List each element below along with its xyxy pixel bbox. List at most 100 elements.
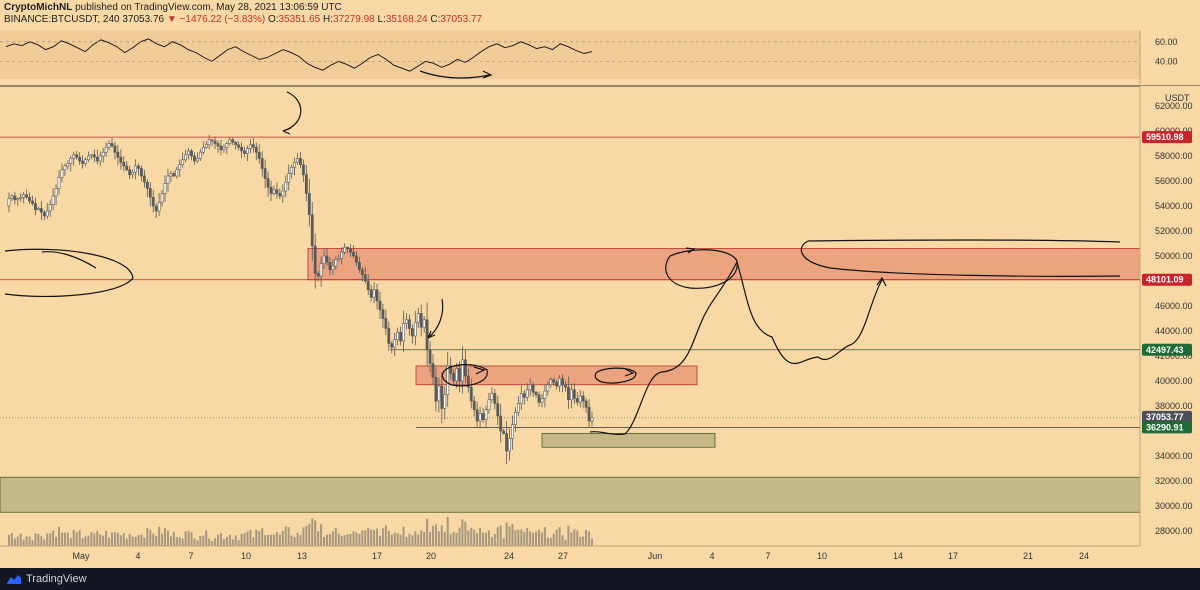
candle-body[interactable] [240, 146, 243, 152]
candle-body[interactable] [198, 151, 202, 159]
candle-body[interactable] [449, 365, 453, 374]
symbol-name[interactable]: BINANCE:BTCUSDT, 240 [4, 14, 120, 25]
candle-body[interactable] [399, 331, 402, 342]
candle-body[interactable] [181, 159, 185, 166]
candle-body[interactable] [116, 151, 120, 158]
candle-body[interactable] [349, 248, 352, 253]
candle-body[interactable] [254, 146, 258, 153]
candle-body[interactable] [511, 424, 514, 439]
candle-body[interactable] [319, 263, 323, 277]
candle-body[interactable] [257, 151, 261, 159]
candle-body[interactable] [249, 144, 252, 149]
candle-body[interactable] [36, 208, 40, 211]
candle-body[interactable] [234, 141, 238, 146]
candle-body[interactable] [425, 319, 429, 351]
candle-body[interactable] [402, 323, 405, 342]
candle-body[interactable] [564, 384, 567, 388]
candle-body[interactable] [508, 438, 511, 452]
candle-body[interactable] [28, 196, 31, 202]
candle-body[interactable] [210, 139, 214, 142]
candle-body[interactable] [7, 198, 11, 207]
candle-body[interactable] [505, 433, 509, 452]
candle-body[interactable] [431, 363, 435, 378]
candle-body[interactable] [534, 391, 538, 396]
candle-body[interactable] [89, 154, 93, 157]
candle-body[interactable] [561, 378, 564, 386]
candle-body[interactable] [384, 318, 388, 329]
candle-body[interactable] [310, 214, 314, 247]
candle-body[interactable] [458, 368, 461, 382]
candle-body[interactable] [475, 409, 479, 422]
candle-body[interactable] [272, 189, 276, 194]
candle-body[interactable] [519, 393, 523, 404]
candle-body[interactable] [366, 280, 370, 291]
candle-body[interactable] [13, 195, 17, 201]
candle-body[interactable] [452, 373, 455, 382]
candle-body[interactable] [151, 196, 155, 207]
candle-body[interactable] [469, 386, 473, 402]
candle-body[interactable] [558, 378, 562, 387]
candle-body[interactable] [163, 183, 167, 194]
resistance-zone[interactable] [307, 248, 1141, 281]
candle-body[interactable] [461, 359, 464, 382]
candle-body[interactable] [207, 139, 211, 146]
candle-body[interactable] [172, 173, 176, 177]
candle-body[interactable] [555, 381, 559, 387]
candle-body[interactable] [396, 331, 400, 341]
candle-body[interactable] [484, 409, 488, 421]
price-label-box[interactable] [1142, 343, 1192, 356]
candle-body[interactable] [328, 261, 332, 271]
candle-body[interactable] [98, 155, 102, 162]
candle-body[interactable] [472, 400, 476, 411]
candle-body[interactable] [51, 195, 55, 206]
candle-body[interactable] [225, 143, 229, 148]
candle-body[interactable] [443, 394, 447, 409]
candle-body[interactable] [416, 313, 420, 323]
candle-body[interactable] [169, 173, 173, 177]
candle-body[interactable] [160, 193, 164, 203]
candle-body[interactable] [343, 246, 347, 253]
candle-body[interactable] [122, 161, 126, 167]
candle-body[interactable] [193, 155, 196, 162]
candle-body[interactable] [104, 146, 108, 153]
candle-body[interactable] [219, 145, 223, 151]
candle-body[interactable] [549, 379, 553, 386]
candle-body[interactable] [175, 169, 179, 177]
candle-body[interactable] [284, 181, 288, 192]
candle-body[interactable] [313, 245, 317, 274]
publisher-name[interactable]: CryptoMichNL [4, 2, 73, 13]
candle-body[interactable] [107, 143, 111, 148]
candle-body[interactable] [502, 430, 506, 434]
candle-body[interactable] [522, 393, 526, 398]
candle-body[interactable] [322, 255, 326, 264]
price-label-box[interactable] [1142, 131, 1192, 144]
candle-body[interactable] [516, 403, 520, 413]
candle-body[interactable] [531, 384, 535, 393]
candle-body[interactable] [134, 165, 137, 173]
candle-body[interactable] [481, 413, 485, 421]
candle-body[interactable] [316, 273, 320, 277]
candle-body[interactable] [352, 251, 355, 257]
candle-body[interactable] [78, 156, 82, 162]
candle-body[interactable] [378, 300, 382, 311]
candle-body[interactable] [363, 274, 367, 282]
price-label-box[interactable] [1142, 421, 1192, 434]
candle-body[interactable] [184, 154, 188, 161]
candle-body[interactable] [201, 146, 205, 153]
candle-body[interactable] [187, 150, 190, 156]
candle-body[interactable] [569, 389, 573, 401]
candle-body[interactable] [269, 186, 273, 194]
candle-body[interactable] [260, 158, 264, 169]
candle-body[interactable] [413, 321, 417, 337]
candle-body[interactable] [237, 144, 241, 148]
candle-body[interactable] [546, 384, 550, 392]
tradingview-logo-icon[interactable] [6, 572, 22, 586]
price-label-box[interactable] [1142, 273, 1192, 286]
candle-body[interactable] [54, 188, 58, 197]
candle-body[interactable] [340, 251, 344, 259]
candle-body[interactable] [60, 169, 64, 178]
candle-body[interactable] [587, 406, 591, 422]
candle-body[interactable] [213, 140, 217, 144]
candle-body[interactable] [128, 169, 132, 176]
candle-body[interactable] [307, 193, 311, 216]
